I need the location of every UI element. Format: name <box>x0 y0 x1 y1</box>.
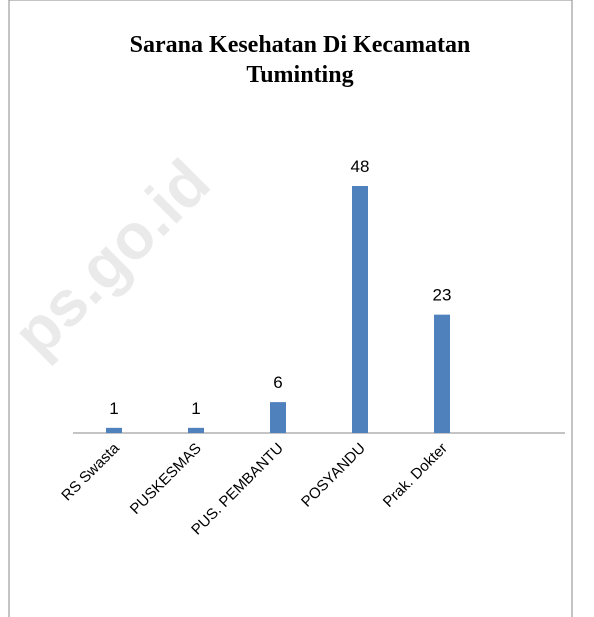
x-tick-label: PUS. PEMBANTU <box>188 440 287 539</box>
data-label: 1 <box>191 399 200 418</box>
data-label: 48 <box>351 157 370 176</box>
chart-title: Sarana Kesehatan Di Kecamatan Tuminting <box>129 32 471 88</box>
data-label: 1 <box>109 399 118 418</box>
data-label: 23 <box>433 286 452 305</box>
x-tick-label: Prak. Dokter <box>380 440 451 511</box>
bar <box>106 427 122 433</box>
bar <box>352 186 368 433</box>
x-tick-label: PUSKESMAS <box>127 440 205 518</box>
x-tick-label: POSYANDU <box>298 440 369 511</box>
bar <box>270 402 286 433</box>
x-tick-label: RS Swasta <box>58 439 123 504</box>
watermark: ps.go.id <box>0 146 223 370</box>
data-label: 6 <box>273 373 282 392</box>
bar <box>434 314 450 433</box>
bar <box>188 427 204 433</box>
